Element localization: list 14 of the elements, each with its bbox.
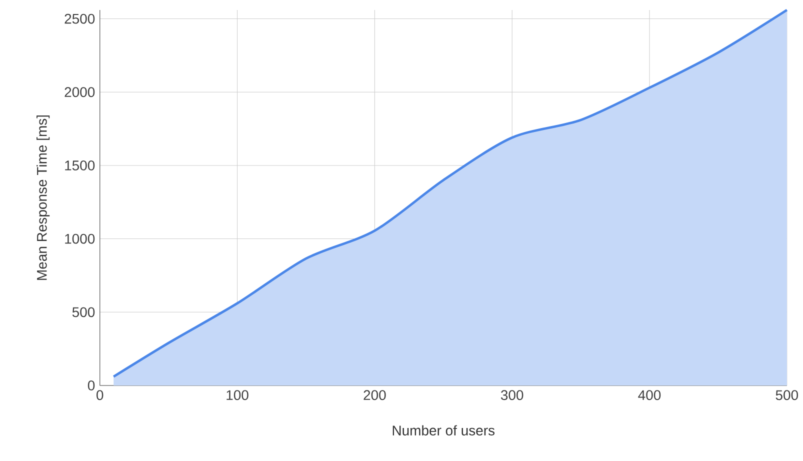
x-tick-label: 500: [776, 390, 798, 400]
x-tick-label: 400: [638, 390, 661, 400]
y-axis-title: Mean Response Time [ms]: [36, 115, 50, 280]
y-tick-label: 500: [72, 307, 95, 317]
x-tick-label: 100: [226, 390, 248, 400]
x-tick-label: 0: [96, 390, 104, 400]
x-tick-label: 200: [364, 390, 386, 400]
x-axis-title: Number of users: [392, 425, 495, 436]
y-tick-label: 2000: [64, 87, 95, 97]
x-tick-label: 300: [500, 390, 524, 400]
y-tick-label: 0: [88, 380, 95, 390]
y-tick-label: 1000: [65, 234, 95, 244]
y-tick-label: 2500: [64, 14, 95, 24]
y-tick-label: 1500: [65, 160, 95, 170]
